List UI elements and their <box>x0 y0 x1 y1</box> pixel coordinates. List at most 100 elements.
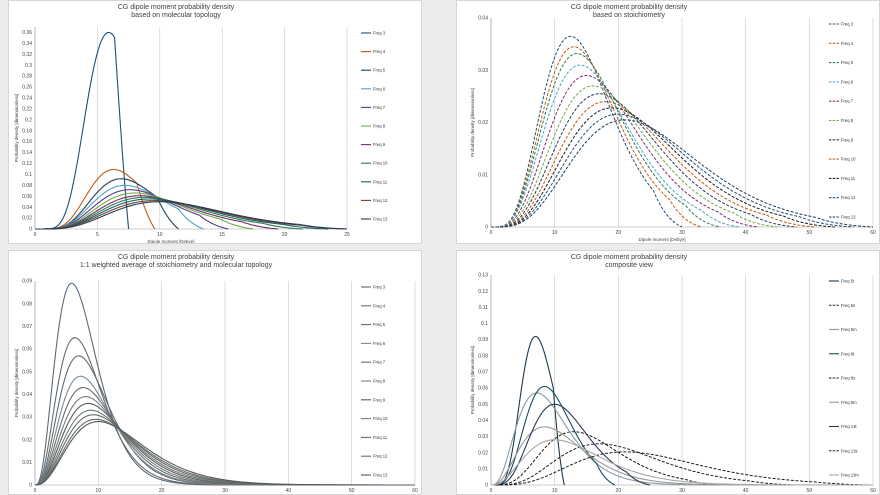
legend-label: Freq 6 <box>373 86 386 91</box>
x-tick-label: 0 <box>490 230 493 236</box>
chart-title: CG dipole moment probability density <box>571 4 688 11</box>
series-line-freq-12 <box>34 418 396 486</box>
y-tick-label: 0.07 <box>478 370 488 376</box>
y-tick-label: 0.13 <box>478 273 488 279</box>
series-line-freq-9t <box>491 385 616 486</box>
x-tick-label: 0 <box>34 488 37 494</box>
legend-label: Freq 9 <box>841 137 854 142</box>
y-tick-label: 0.04 <box>478 16 488 22</box>
y-tick-label: 0.03 <box>478 434 488 440</box>
y-tick-label: 0.22 <box>22 106 32 112</box>
series-line-freq-5m <box>490 392 721 486</box>
series-line-freq-4 <box>34 337 244 486</box>
x-tick-label: 60 <box>870 230 876 236</box>
y-tick-label: 0 <box>29 483 32 489</box>
y-tick-label: 0.11 <box>479 305 489 311</box>
x-tick-label: 20 <box>616 230 622 236</box>
x-tick-label: 15 <box>219 232 225 238</box>
series-line-freq-10 <box>491 101 816 228</box>
legend-label: Freq 13m <box>841 473 859 478</box>
chart-svg-weighted-average: CG dipole moment probability density1:1 … <box>14 254 418 494</box>
legend-label: Freq 5 <box>841 60 854 65</box>
legend-label: Freq 11 <box>841 176 856 181</box>
y-tick-label: 0.1 <box>481 321 488 327</box>
legend-label: Freq 6 <box>841 79 854 84</box>
x-tick-label: 50 <box>807 488 813 494</box>
y-tick-label: 0.09 <box>22 279 32 285</box>
y-axis-label: Probability density [dimensionless] <box>14 349 19 418</box>
series-line-freq-8 <box>35 192 254 230</box>
chart-svg-stoichiometry: CG dipole moment probability densitybase… <box>470 4 876 242</box>
y-tick-label: 0 <box>485 225 488 231</box>
y-tick-label: 0.34 <box>22 41 32 47</box>
legend-label: Freq 7 <box>841 99 854 104</box>
y-tick-label: 0.04 <box>478 418 488 424</box>
x-tick-label: 10 <box>552 230 558 236</box>
y-tick-label: 0.06 <box>478 386 488 392</box>
y-tick-label: 0.14 <box>22 150 32 156</box>
y-tick-label: 0.12 <box>478 289 488 295</box>
y-axis-label: Probability density [dimensionless] <box>470 346 475 415</box>
y-tick-label: 0.08 <box>478 353 488 359</box>
legend-label: Freq 5t <box>841 279 855 284</box>
y-tick-label: 0.04 <box>22 392 32 398</box>
y-axis-label: Probability density [dimensionless] <box>14 94 19 163</box>
x-tick-label: 40 <box>286 488 292 494</box>
y-tick-label: 0.32 <box>22 52 32 58</box>
legend-label: Freq 4 <box>373 303 386 308</box>
x-tick-label: 50 <box>807 230 813 236</box>
legend-label: Freq 3 <box>841 22 854 27</box>
legend-label: Freq 13 <box>841 215 856 220</box>
legend-label: Freq 9s <box>841 376 855 381</box>
x-tick-label: 25 <box>344 232 350 238</box>
x-tick-label: 60 <box>870 488 876 494</box>
legend-label: Freq 8 <box>373 379 386 384</box>
y-tick-label: 0 <box>29 227 32 233</box>
legend-label: Freq 11 <box>373 435 388 440</box>
y-tick-label: 0.2 <box>25 117 32 123</box>
legend-label: Freq 10 <box>373 416 388 421</box>
x-tick-label: 20 <box>282 232 288 238</box>
legend-label: Freq 13s <box>841 448 858 453</box>
x-tick-label: 10 <box>552 488 558 494</box>
series-line-freq-13t <box>491 403 651 486</box>
series-line-freq-13 <box>35 201 348 230</box>
chart-svg-composite: CG dipole moment probability densitycomp… <box>470 254 876 494</box>
y-tick-label: 0.03 <box>22 415 32 421</box>
legend-label: Freq 13t <box>841 424 857 429</box>
y-tick-label: 0.04 <box>22 205 32 211</box>
y-tick-label: 0.3 <box>25 63 32 69</box>
legend-label: Freq 7 <box>373 360 386 365</box>
y-tick-label: 0.26 <box>22 85 32 91</box>
y-tick-label: 0.01 <box>22 460 32 466</box>
chart-subtitle: 1:1 weighted average of stoichiometry an… <box>80 262 273 269</box>
y-tick-label: 0.02 <box>478 120 488 126</box>
y-tick-label: 0.24 <box>22 96 32 102</box>
x-tick-label: 10 <box>96 488 102 494</box>
chart-panel-composite: CG dipole moment probability density comp… <box>456 250 880 495</box>
legend-label: Freq 12 <box>841 195 856 200</box>
y-tick-label: 0.05 <box>22 369 32 375</box>
x-tick-label: 0 <box>34 232 37 238</box>
y-tick-label: 0.01 <box>478 172 488 178</box>
chart-title: CG dipole moment probability density <box>118 4 235 11</box>
y-tick-label: 0.05 <box>478 402 488 408</box>
chart-subtitle: composite view <box>605 262 654 269</box>
chart-title: CG dipole moment probability density <box>571 254 688 261</box>
series-line-freq-4 <box>35 168 156 230</box>
series-line-freq-9 <box>491 93 797 228</box>
legend-label: Freq 13 <box>373 473 388 478</box>
legend-label: Freq 7 <box>373 105 386 110</box>
y-tick-label: 0.16 <box>22 139 32 145</box>
x-axis-label: Dipole moment [Debye] <box>147 239 194 244</box>
x-tick-label: 20 <box>616 488 622 494</box>
legend-label: Freq 11 <box>373 179 388 184</box>
series-line-freq-5s <box>491 431 721 486</box>
x-tick-label: 30 <box>679 230 685 236</box>
x-tick-label: 30 <box>222 488 228 494</box>
series-line-freq-13s <box>491 451 874 486</box>
legend-label: Freq 4 <box>373 49 386 54</box>
legend-label: Freq 12 <box>373 454 388 459</box>
legend-label: Freq 3 <box>373 285 386 290</box>
series-line-freq-13 <box>34 420 415 486</box>
